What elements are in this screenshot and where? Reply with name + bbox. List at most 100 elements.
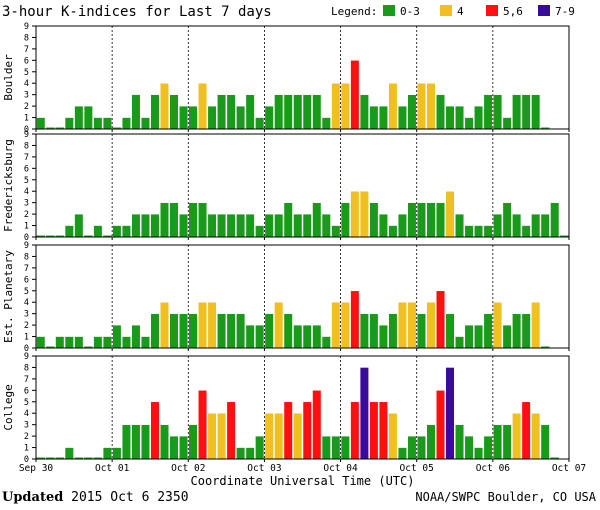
bar-2-23 [255,324,265,349]
bar-1-4 [74,213,84,238]
chart-title: 3-hour K-indices for Last 7 days [2,4,272,20]
y-tick-label-1-6: 6 [24,164,29,174]
bar-1-51 [521,225,531,238]
bar-0-20 [226,94,236,130]
bar-3-41 [426,424,436,460]
bar-0-0 [36,117,46,130]
bar-3-36 [378,401,388,460]
y-tick-label-2-3: 3 [24,310,29,320]
y-tick-label-2-9: 9 [24,241,29,251]
bar-3-38 [397,447,407,460]
bar-3-3 [64,447,74,460]
bar-3-44 [455,424,465,460]
bar-2-22 [245,324,255,349]
bar-1-2 [55,235,65,237]
y-tick-label-2-5: 5 [24,287,29,297]
bar-0-44 [455,105,465,130]
bar-2-32 [340,301,350,349]
x-tick-label-5: Oct 05 [400,463,434,474]
bar-2-0 [36,336,46,349]
y-tick-label-1-0: 0 [24,233,29,243]
x-tick-label-1: Oct 01 [95,463,130,474]
bar-0-31 [331,82,341,130]
bar-1-27 [293,213,303,238]
bar-0-35 [369,105,379,130]
bar-0-5 [83,105,93,130]
bar-0-39 [407,94,417,130]
bar-3-16 [188,424,198,460]
bar-0-29 [312,94,322,130]
bar-2-35 [369,313,379,349]
bar-1-5 [84,235,93,237]
bar-1-1 [46,235,55,237]
panel-frame-2 [35,244,570,349]
bar-3-50 [512,412,522,460]
bar-1-19 [217,213,227,238]
bar-0-21 [236,105,246,130]
updated-value: 2015 Oct 6 2350 [71,490,189,505]
y-tick-label-0-6: 6 [24,56,29,66]
y-tick-label-0-3: 3 [24,91,29,101]
bar-3-17 [198,390,208,460]
x-tick-label-2: Oct 02 [171,463,205,474]
bar-2-50 [512,313,522,349]
bar-2-45 [464,324,474,349]
bar-2-38 [397,301,407,349]
legend-item-label-1: 4 [457,5,464,18]
y-tick-label-2-2: 2 [24,321,29,331]
bar-3-2 [55,457,65,459]
bar-0-53 [540,127,550,129]
credit-text: NOAA/SWPC Boulder, CO USA [415,490,596,504]
bar-2-3 [64,336,74,349]
bar-1-41 [426,202,436,238]
bar-0-16 [188,105,198,130]
bar-3-49 [502,424,512,460]
y-tick-label-3-5: 5 [24,398,29,408]
bar-0-14 [169,94,179,130]
bar-2-36 [378,324,388,349]
bar-3-15 [179,435,189,460]
bar-1-47 [483,225,493,238]
bar-1-0 [36,235,46,237]
legend-swatch-2 [486,5,498,16]
y-tick-label-3-2: 2 [24,432,29,442]
bar-2-39 [407,301,417,349]
bar-2-5 [84,346,93,348]
x-tick-label-0: Sep 30 [19,463,54,474]
bar-3-26 [283,401,293,460]
x-tick-label-6: Oct 06 [476,463,511,474]
y-tick-label-1-5: 5 [24,176,29,186]
bar-1-40 [416,202,426,238]
bar-3-39 [407,435,417,460]
bar-3-53 [540,424,550,460]
bar-0-43 [445,105,455,130]
bar-2-6 [93,336,103,349]
bar-2-12 [150,313,160,349]
bar-0-4 [74,105,84,130]
bar-0-37 [388,82,398,130]
bar-3-42 [436,390,446,460]
bar-1-29 [312,202,322,238]
bar-1-6 [93,225,103,238]
bar-3-22 [245,447,255,460]
y-tick-label-2-0: 0 [24,344,29,354]
bar-1-35 [369,202,379,238]
y-tick-label-3-7: 7 [24,375,29,385]
y-tick-label-3-3: 3 [24,421,29,431]
bar-1-22 [245,213,255,238]
bar-2-14 [169,313,179,349]
bar-1-54 [550,202,560,238]
bar-2-52 [531,301,541,349]
bar-2-31 [331,301,341,349]
bar-0-10 [131,94,141,130]
bar-1-10 [131,213,141,238]
bar-0-46 [474,105,484,130]
bar-2-24 [264,313,274,349]
bar-0-6 [93,117,103,130]
y-tick-label-0-4: 4 [24,79,29,89]
bar-3-6 [93,457,103,459]
bar-0-36 [378,105,388,130]
bar-1-48 [493,213,503,238]
bar-1-55 [559,235,569,237]
bar-2-4 [74,336,84,349]
